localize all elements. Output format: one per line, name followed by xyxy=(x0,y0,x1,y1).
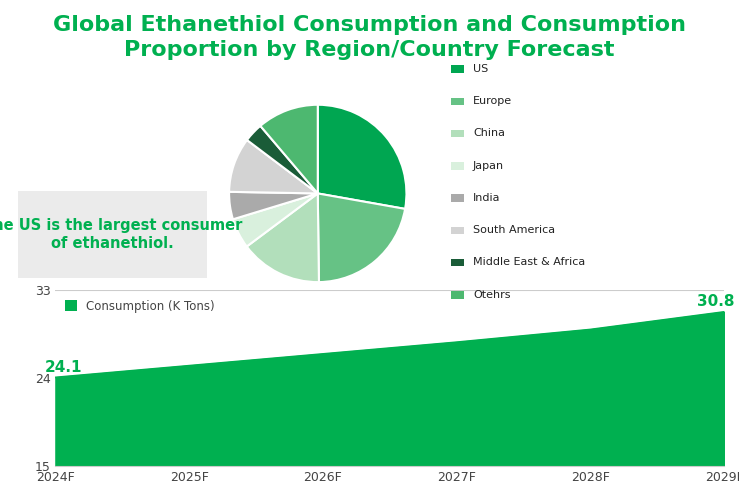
Text: The US is the largest consumer
of ethanethiol.: The US is the largest consumer of ethane… xyxy=(0,218,242,250)
Text: Middle East & Africa: Middle East & Africa xyxy=(473,257,585,267)
Wedge shape xyxy=(318,105,406,209)
Wedge shape xyxy=(233,193,318,247)
Text: South America: South America xyxy=(473,225,555,235)
Legend: Consumption (K Tons): Consumption (K Tons) xyxy=(61,296,218,316)
Wedge shape xyxy=(229,192,318,219)
Wedge shape xyxy=(260,105,318,193)
Wedge shape xyxy=(247,193,319,282)
Text: Global Ethanethiol Consumption and Consumption
Proportion by Region/Country Fore: Global Ethanethiol Consumption and Consu… xyxy=(53,15,686,60)
Text: 27.79%: 27.79% xyxy=(219,276,274,289)
Wedge shape xyxy=(318,193,405,282)
Text: China: China xyxy=(473,128,505,138)
Text: Europe: Europe xyxy=(473,96,512,106)
Wedge shape xyxy=(229,140,318,193)
Wedge shape xyxy=(247,126,318,193)
Text: Japan: Japan xyxy=(473,161,504,171)
Text: India: India xyxy=(473,193,500,203)
Text: Otehrs: Otehrs xyxy=(473,290,511,300)
Text: 24.1: 24.1 xyxy=(45,360,82,375)
Text: 30.8: 30.8 xyxy=(698,294,735,310)
Text: US: US xyxy=(473,64,488,74)
